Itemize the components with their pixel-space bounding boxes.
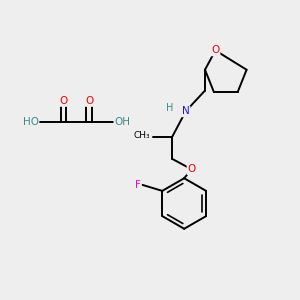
Text: HO: HO (22, 117, 38, 127)
Text: OH: OH (114, 117, 130, 127)
Text: O: O (211, 45, 220, 56)
Text: H: H (166, 103, 173, 113)
Text: O: O (188, 164, 196, 174)
Text: O: O (60, 96, 68, 106)
Text: N: N (182, 106, 190, 116)
Text: CH₃: CH₃ (134, 130, 150, 140)
Text: O: O (85, 96, 93, 106)
Text: F: F (135, 180, 141, 190)
